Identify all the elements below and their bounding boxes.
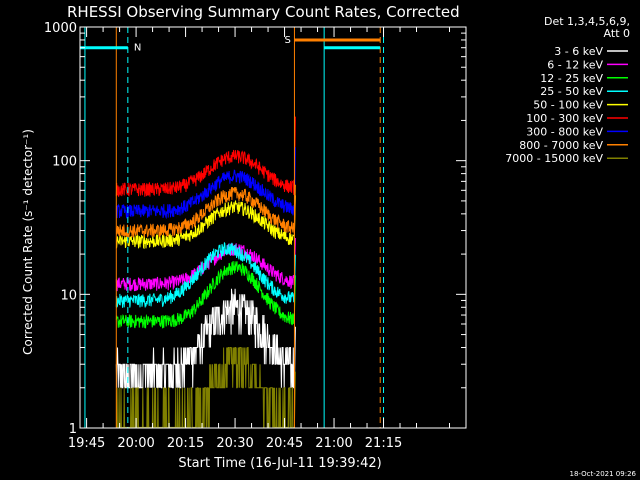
legend-label: 7000 - 15000 keV bbox=[505, 152, 603, 165]
x-tick-label: 20:45 bbox=[266, 436, 303, 451]
marker-label: S bbox=[284, 35, 290, 46]
series-line bbox=[115, 195, 296, 250]
series-line bbox=[115, 241, 296, 309]
legend-label: 300 - 800 keV bbox=[526, 125, 603, 138]
marker-layer: NS bbox=[80, 27, 385, 428]
y-axis-label: Corrected Count Rate (s⁻¹ detector⁻¹) bbox=[21, 129, 35, 355]
legend-label: 25 - 50 keV bbox=[540, 85, 603, 98]
series-line bbox=[116, 184, 296, 238]
legend-header: Det 1,3,4,5,6,9, bbox=[544, 15, 630, 28]
series-line bbox=[115, 147, 296, 220]
x-tick-label: 21:00 bbox=[315, 436, 352, 451]
legend-label: 3 - 6 keV bbox=[554, 45, 603, 58]
series-line bbox=[116, 347, 296, 428]
y-tick-label: 100 bbox=[52, 155, 77, 170]
y-tick-label: 1 bbox=[69, 422, 77, 437]
data-layer bbox=[115, 116, 296, 428]
x-tick-label: 19:45 bbox=[68, 436, 105, 451]
legend-label: 50 - 100 keV bbox=[533, 99, 603, 112]
x-axis-label: Start Time (16-Jul-11 19:39:42) bbox=[178, 456, 381, 471]
legend-label: 6 - 12 keV bbox=[547, 58, 603, 71]
footer-timestamp: 18-Oct-2021 09:26 bbox=[570, 470, 637, 478]
series-line bbox=[115, 260, 296, 329]
legend-label: 12 - 25 keV bbox=[540, 72, 603, 85]
y-tick-label: 1000 bbox=[44, 21, 77, 36]
chart-title: RHESSI Observing Summary Count Rates, Co… bbox=[67, 3, 460, 21]
marker-label: N bbox=[134, 43, 141, 54]
series-line bbox=[115, 288, 296, 389]
x-tick-label: 20:15 bbox=[167, 436, 204, 451]
plot-frame bbox=[79, 26, 467, 429]
x-tick-label: 20:30 bbox=[216, 436, 253, 451]
legend-label: 800 - 7000 keV bbox=[519, 139, 603, 152]
x-tick-label: 20:00 bbox=[117, 436, 154, 451]
y-tick-label: 10 bbox=[60, 288, 77, 303]
axis-layer: 1 10 100 1000 19:45 20:00 20:15 20:30 20:45 21:00… bbox=[44, 21, 467, 451]
x-tick-label: 21:15 bbox=[365, 436, 402, 451]
series-line bbox=[115, 116, 296, 197]
legend-label: 100 - 300 keV bbox=[526, 112, 603, 125]
legend-header: Att 0 bbox=[604, 27, 630, 40]
